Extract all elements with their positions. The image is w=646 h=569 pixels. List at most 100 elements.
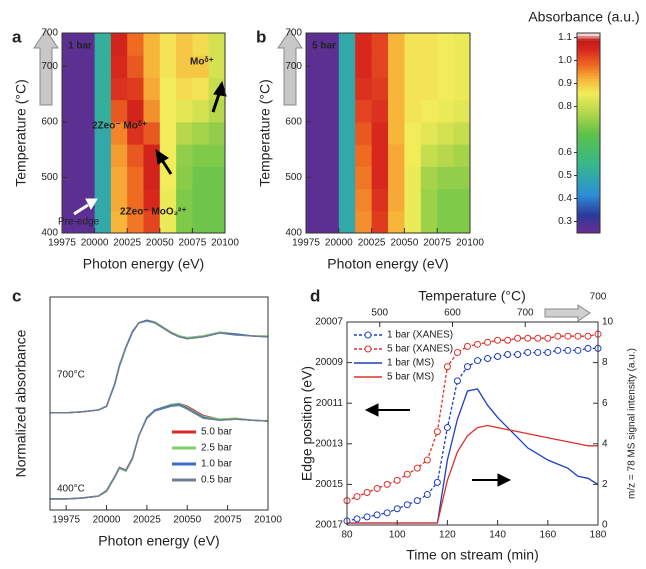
heat-cell xyxy=(420,188,438,212)
heat-cell xyxy=(338,77,356,101)
spectrum-line xyxy=(50,319,269,414)
heat-cell xyxy=(127,99,144,123)
series-marker xyxy=(423,491,431,499)
panel-label: b xyxy=(256,27,266,46)
colorbar-strip xyxy=(577,218,600,221)
heat-cell xyxy=(143,188,161,212)
colorbar-strip xyxy=(577,130,600,134)
heat-cell xyxy=(371,166,389,190)
x-tick-label: 20100 xyxy=(254,515,282,526)
heat-cell xyxy=(159,188,177,212)
heat-cell xyxy=(176,166,193,190)
y-tick-label: 400 xyxy=(41,228,58,239)
series-marker xyxy=(474,340,482,348)
colorbar-strip xyxy=(577,80,600,84)
x-tick-label: 19975 xyxy=(292,238,320,249)
colorbar-strip xyxy=(577,200,600,204)
arrow-head xyxy=(155,148,169,165)
x-tick-label: 19975 xyxy=(48,238,76,249)
heat-cell xyxy=(420,55,438,78)
colorbar-strip xyxy=(577,168,600,171)
y-tick-label: 700 xyxy=(285,28,302,39)
heat-cell xyxy=(371,77,389,101)
colorbar-strip xyxy=(577,118,600,121)
heat-cell xyxy=(355,144,373,167)
colorbar-strip xyxy=(577,123,600,126)
colorbar-strip xyxy=(577,230,600,234)
colorbar-strip xyxy=(577,125,600,129)
temperature-arrow xyxy=(33,29,59,106)
heat-cell xyxy=(306,33,323,56)
colorbar-strip xyxy=(577,140,600,144)
colorbar-strip xyxy=(577,95,600,99)
colorbar-strip xyxy=(577,48,600,51)
heat-cell xyxy=(306,188,323,212)
y-axis-label: Normalized absorbance xyxy=(13,329,29,477)
series-marker xyxy=(383,509,391,517)
heat-cell xyxy=(355,121,373,145)
heat-cell xyxy=(192,99,210,123)
colorbar-tick-label: 1.1 xyxy=(558,32,572,43)
plot-frame xyxy=(346,321,599,526)
legend-label: 0.5 bar xyxy=(201,475,233,486)
colorbar-strip xyxy=(577,213,600,216)
heat-cell xyxy=(388,144,405,167)
series-marker xyxy=(423,456,431,464)
heat-cell xyxy=(62,188,79,212)
arrow-head xyxy=(364,403,379,417)
heat-cell xyxy=(110,210,128,234)
colorbar-strip xyxy=(577,228,600,231)
heat-cell xyxy=(208,144,226,167)
colorbar-strip xyxy=(577,50,600,54)
y-tick-label: 20017 xyxy=(315,520,343,531)
colorbar-strip xyxy=(577,225,600,229)
colorbar-strip xyxy=(577,195,600,199)
heat-cell xyxy=(404,166,422,190)
arrow-head xyxy=(497,473,512,487)
colorbar-strip xyxy=(577,183,600,186)
legend-label: 2.5 bar xyxy=(201,443,233,454)
y-tick-label: 500 xyxy=(41,172,58,183)
heat-cell xyxy=(78,55,96,78)
colorbar-label: Absorbance (a.u.) xyxy=(528,9,639,25)
heat-cell xyxy=(453,166,471,190)
heat-cell xyxy=(437,144,455,167)
colorbar-strip xyxy=(577,120,600,124)
heat-cell xyxy=(371,210,389,234)
legend-label: 1 bar (XANES) xyxy=(387,330,453,341)
heat-cell xyxy=(176,77,193,101)
y2-tick-label: 4 xyxy=(602,438,608,449)
heat-cell xyxy=(355,210,373,234)
heat-cell xyxy=(143,77,161,101)
heat-cell xyxy=(322,121,340,145)
heat-cell xyxy=(110,33,128,56)
heat-cell xyxy=(94,121,112,145)
series-marker xyxy=(463,363,471,371)
heat-cell xyxy=(143,121,161,145)
colorbar-strip xyxy=(577,90,600,94)
heat-cell xyxy=(208,188,226,212)
y-tick-label: 20015 xyxy=(315,479,343,490)
series-marker xyxy=(534,348,542,356)
heat-cell xyxy=(388,99,405,123)
heat-cell xyxy=(192,77,210,101)
heat-cell xyxy=(388,210,405,234)
spectrum-line xyxy=(50,404,269,500)
x-tick-label: 20000 xyxy=(325,238,353,249)
colorbar-strip xyxy=(577,58,600,61)
heat-cell xyxy=(208,33,226,56)
series-marker xyxy=(433,478,441,486)
colorbar-strip xyxy=(577,203,600,206)
heat-cell xyxy=(404,210,422,234)
heat-cell xyxy=(453,210,471,234)
series-marker xyxy=(443,363,451,371)
colorbar-tick-label: 0.9 xyxy=(558,78,572,89)
heat-cell xyxy=(355,33,373,56)
x-tick-label: 20050 xyxy=(146,238,174,249)
colorbar-strip xyxy=(577,158,600,161)
heat-cell xyxy=(208,55,226,78)
colorbar-strip xyxy=(577,53,600,56)
y-tick-label: 20013 xyxy=(315,438,343,449)
series-marker xyxy=(514,350,522,358)
